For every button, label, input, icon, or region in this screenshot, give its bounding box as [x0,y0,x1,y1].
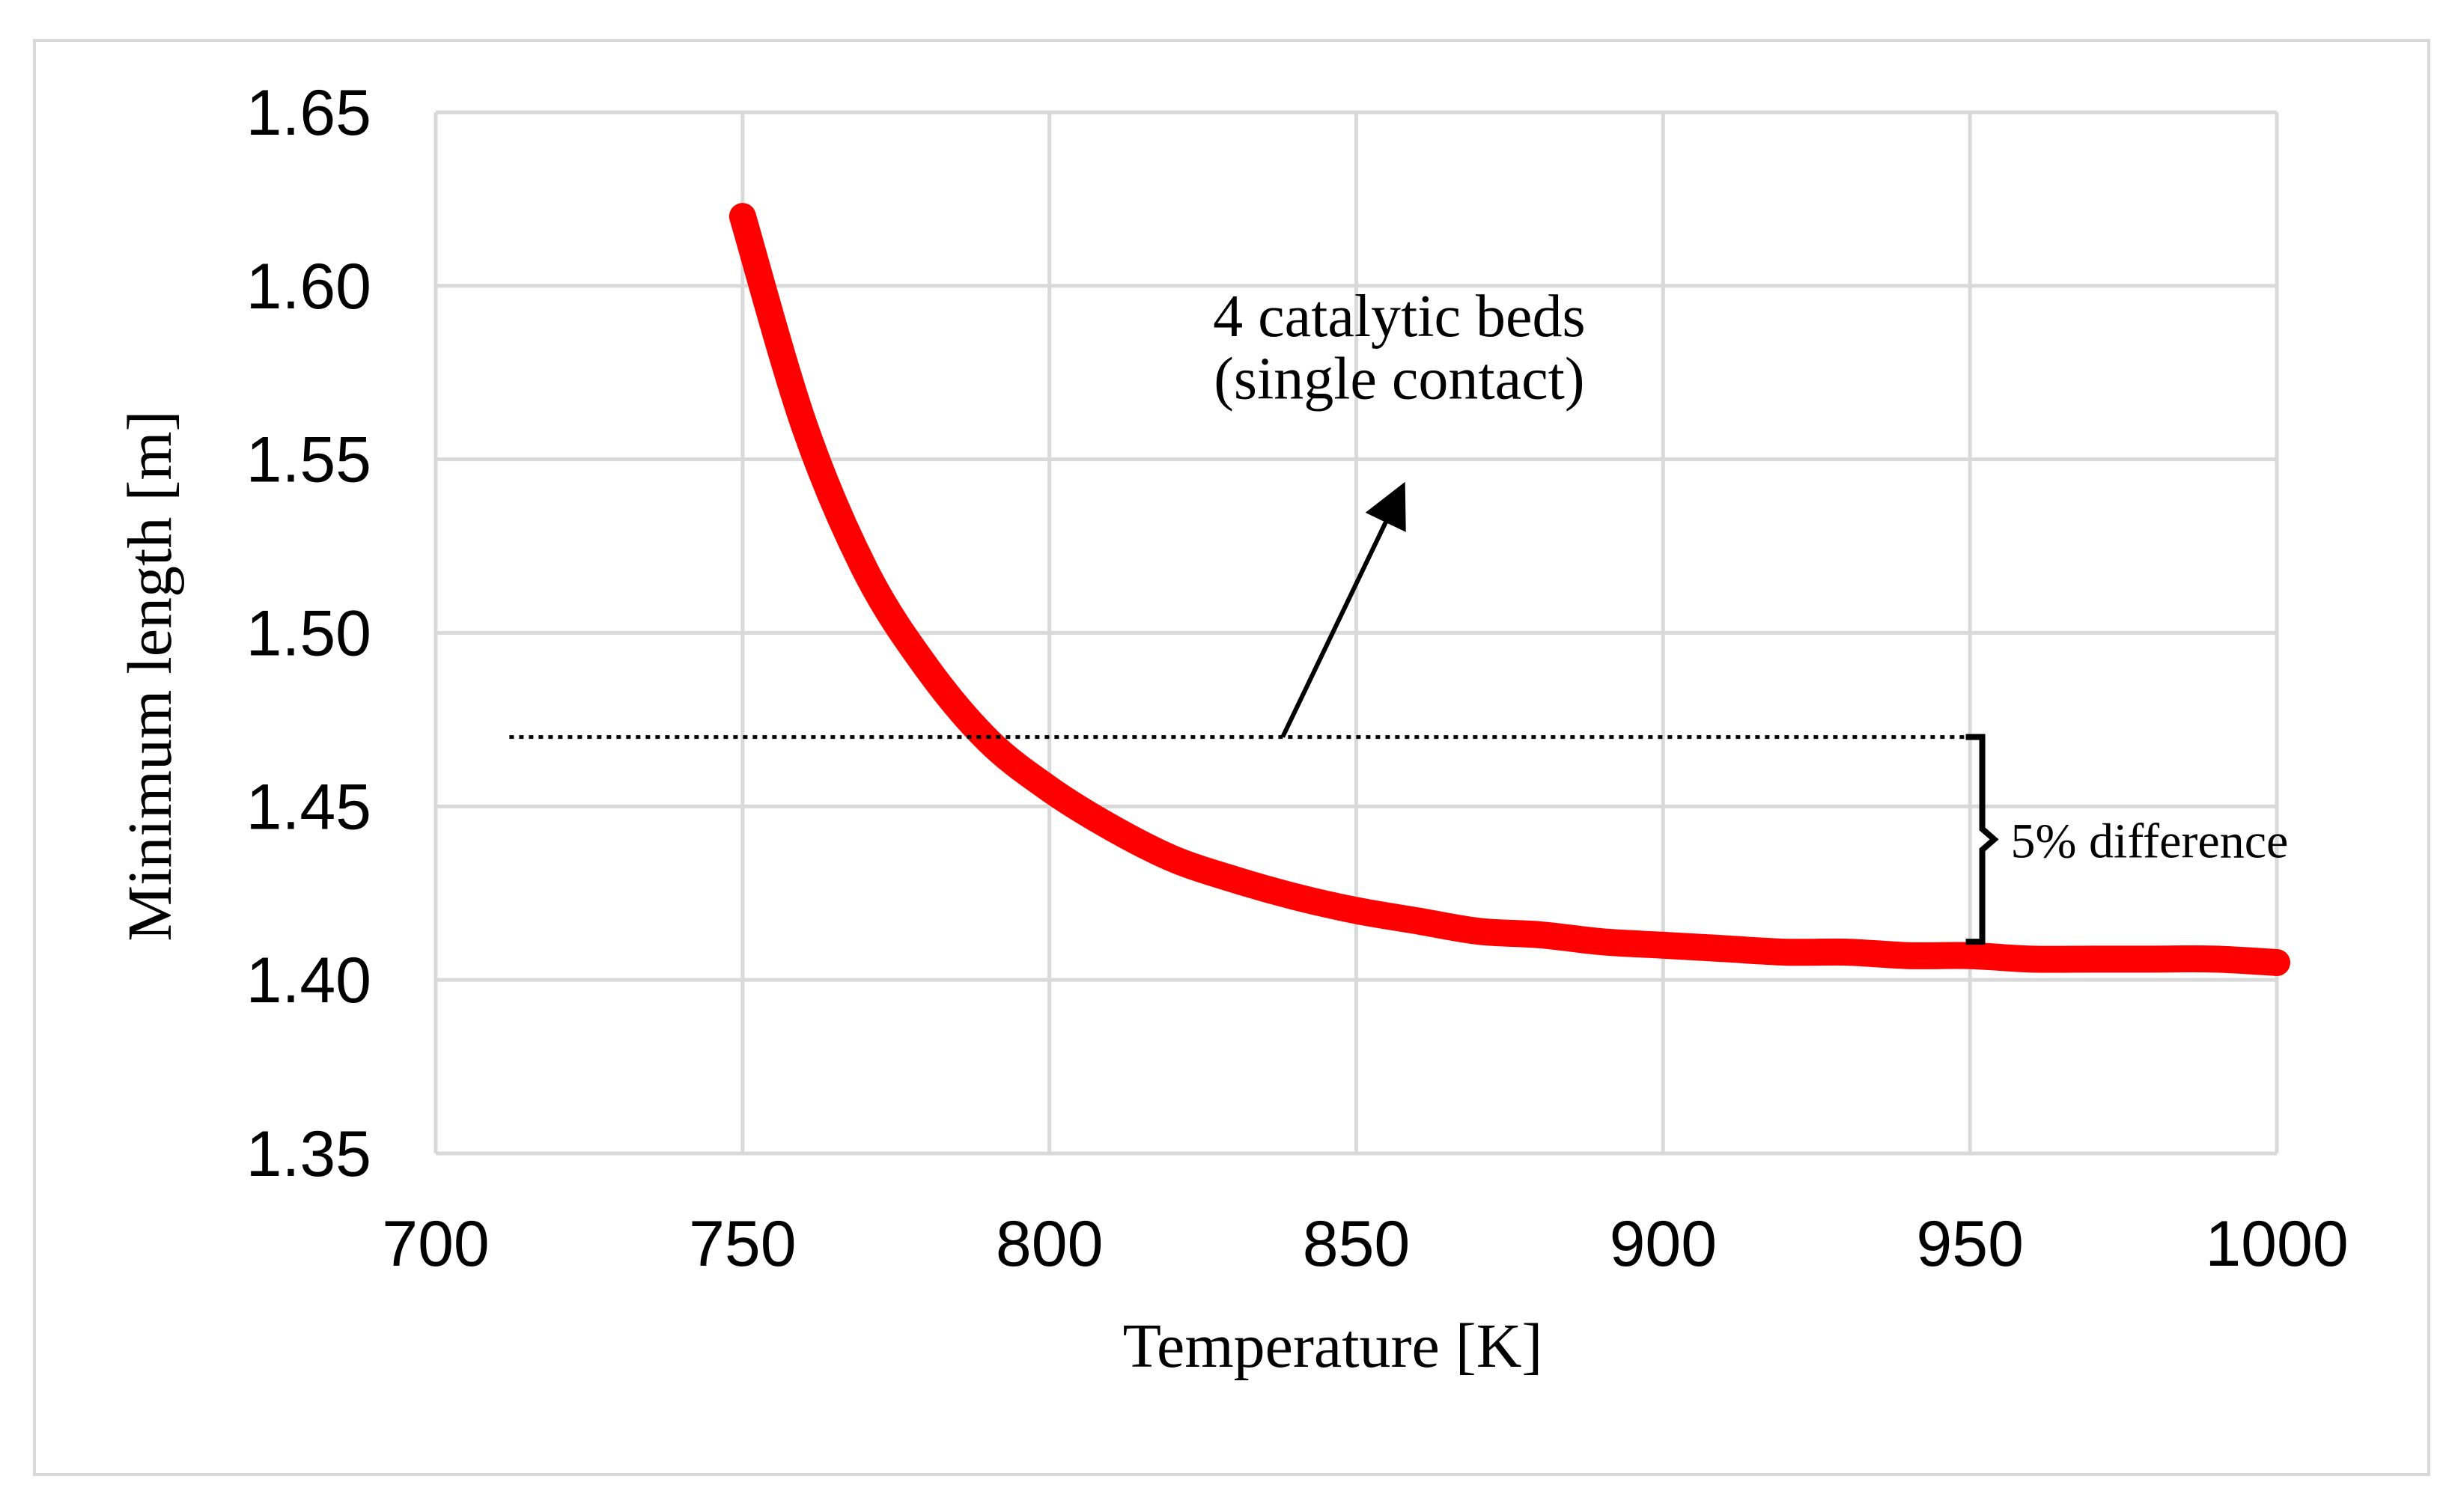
annotation-label: (single contact) [1214,347,1584,412]
y-tick-label: 1.65 [246,77,371,149]
x-tick-label: 750 [689,1208,797,1280]
annotation-label: 4 catalytic beds [1213,284,1586,350]
x-tick-label: 700 [382,1208,490,1280]
series [728,203,2290,976]
y-tick-label: 1.45 [246,771,371,843]
grid [434,110,2279,1156]
x-tick-label: 900 [1610,1208,1718,1280]
y-tick-label: 1.40 [246,945,371,1016]
annotation-arrow [1280,481,1406,738]
y-axis-title: Minimum length [m] [115,410,185,941]
difference-label: 5% difference [2011,814,2289,868]
y-tick-label: 1.55 [246,424,371,496]
annotations: 4 catalytic beds(single contact) 5% diffe… [509,284,2289,945]
y-tick-label: 1.50 [246,598,371,670]
y-axis-ticks: 1.35 1.40 1.45 1.50 1.55 1.60 1.65 [246,77,371,1190]
x-tick-label: 950 [1916,1208,2024,1280]
series-line [728,203,2290,976]
x-tick-label: 850 [1303,1208,1411,1280]
x-tick-label: 800 [996,1208,1104,1280]
y-tick-label: 1.35 [246,1118,371,1190]
y-tick-label: 1.60 [246,251,371,323]
x-tick-label: 1000 [2205,1208,2348,1280]
x-axis-ticks: 700 750 800 850 900 950 1000 [382,1208,2348,1280]
difference-bracket [1965,734,1999,945]
x-axis-title: Temperature [K] [1123,1311,1543,1381]
chart-frame [33,39,2430,1476]
